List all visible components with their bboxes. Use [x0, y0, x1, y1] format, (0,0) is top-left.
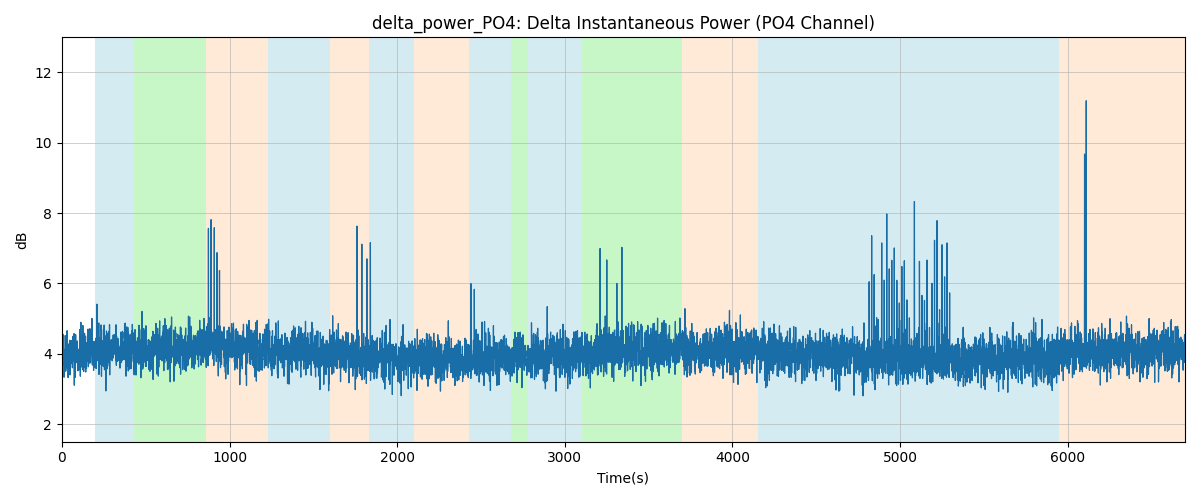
Bar [134, 38, 206, 442]
X-axis label: Time(s): Time(s) [598, 471, 649, 485]
Y-axis label: dB: dB [14, 230, 29, 249]
Title: delta_power_PO4: Delta Instantaneous Power (PO4 Channel): delta_power_PO4: Delta Instantaneous Pow… [372, 15, 875, 34]
Bar [841, 38, 1060, 442]
Bar [268, 38, 330, 442]
Bar [528, 38, 582, 442]
Bar [368, 38, 414, 442]
Bar [511, 38, 528, 442]
Bar [330, 38, 368, 442]
Bar [206, 38, 268, 442]
Bar [469, 38, 511, 442]
Bar [757, 38, 841, 442]
Bar [582, 38, 682, 442]
Bar [1060, 38, 1184, 442]
Bar [414, 38, 469, 442]
Bar [96, 38, 134, 442]
Bar [682, 38, 757, 442]
